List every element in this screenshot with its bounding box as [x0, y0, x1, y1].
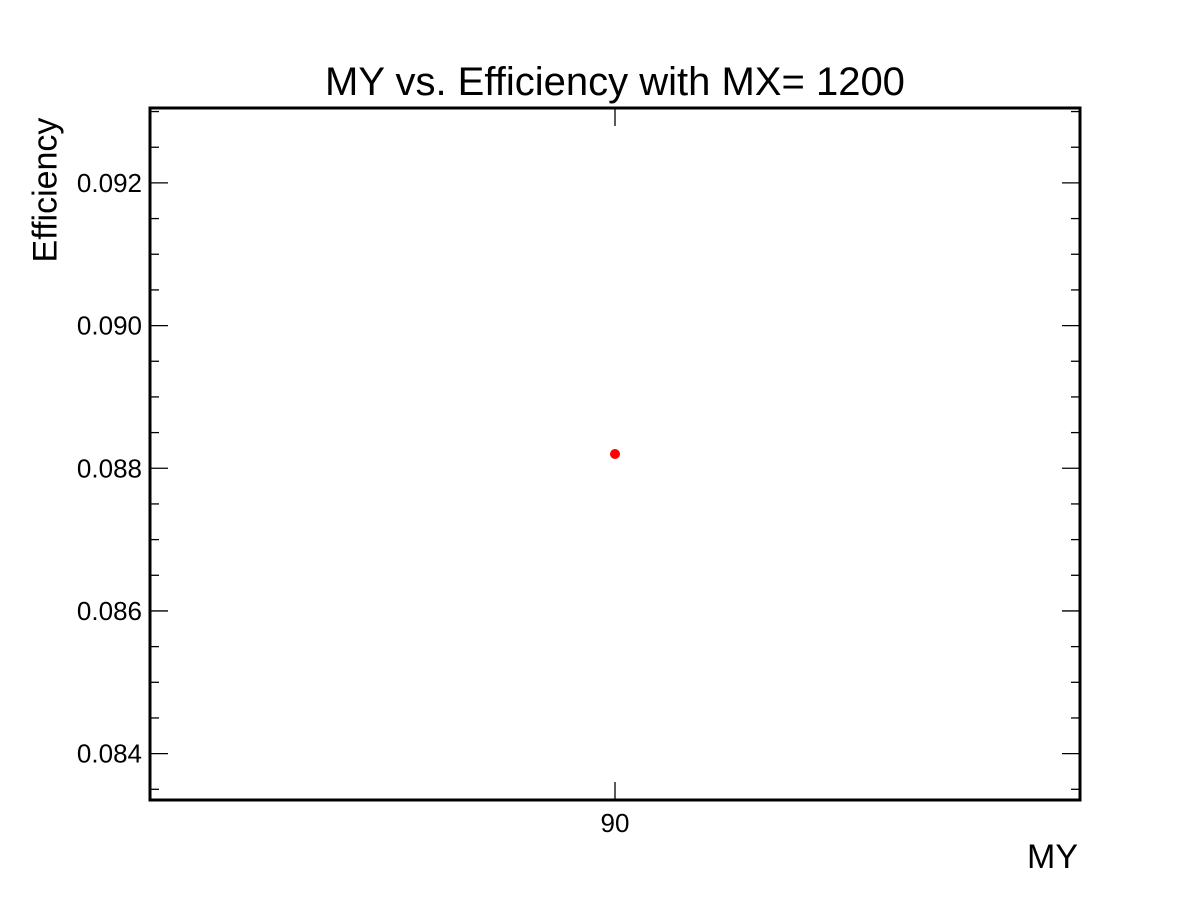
x-tick-label: 90 [601, 808, 630, 838]
y-tick-label: 0.084 [77, 739, 142, 769]
chart-title: MY vs. Efficiency with MX= 1200 [325, 60, 905, 104]
y-tick-label: 0.086 [77, 596, 142, 626]
y-tick-label: 0.088 [77, 453, 142, 483]
data-points [610, 449, 620, 459]
axis-ticks [150, 108, 1080, 800]
x-axis-label: MY [1027, 838, 1078, 876]
data-point [610, 449, 620, 459]
tick-labels: 0.084 0.086 0.088 0.090 0.092 90 [77, 168, 630, 838]
y-tick-label: 0.092 [77, 168, 142, 198]
y-tick-label: 0.090 [77, 311, 142, 341]
